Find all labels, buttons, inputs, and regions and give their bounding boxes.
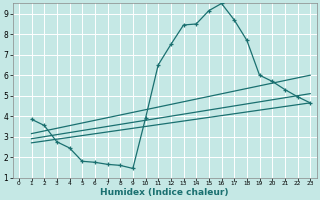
X-axis label: Humidex (Indice chaleur): Humidex (Indice chaleur): [100, 188, 229, 197]
